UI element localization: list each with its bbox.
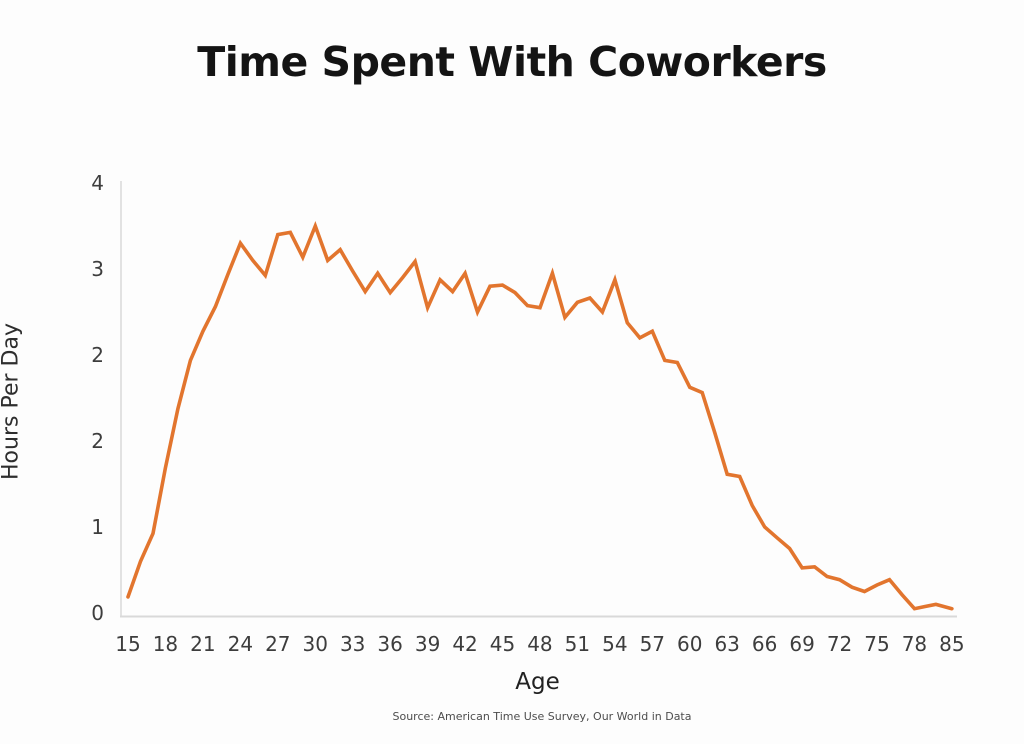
x-axis-title: Age bbox=[515, 669, 560, 695]
x-tick-label: 27 bbox=[265, 632, 291, 656]
x-tick-label: 63 bbox=[714, 632, 740, 656]
x-tick-label: 78 bbox=[901, 632, 928, 656]
x-tick-label: 72 bbox=[826, 632, 853, 656]
y-tick-label: 2 bbox=[91, 429, 104, 453]
x-tick-label: 54 bbox=[602, 632, 628, 656]
x-tick-label: 75 bbox=[864, 632, 890, 656]
y-tick-label: 1 bbox=[91, 515, 104, 539]
x-tick-label: 24 bbox=[227, 632, 254, 656]
chart-title: Time Spent With Coworkers bbox=[197, 38, 827, 86]
y-tick-label: 2 bbox=[91, 343, 104, 367]
x-tick-label: 21 bbox=[190, 632, 216, 656]
x-tick-label: 39 bbox=[414, 632, 441, 656]
x-tick-label: 36 bbox=[377, 632, 403, 656]
x-tick-label: 48 bbox=[527, 632, 553, 656]
data-line bbox=[126, 220, 954, 611]
x-tick-label: 33 bbox=[339, 632, 366, 656]
x-tick-label: 66 bbox=[751, 632, 778, 656]
x-tick-label: 60 bbox=[677, 632, 703, 656]
y-tick-label: 3 bbox=[91, 257, 104, 281]
source-note: Source: American Time Use Survey, Our Wo… bbox=[392, 710, 692, 723]
x-tick-label: 45 bbox=[489, 632, 516, 656]
x-tick-label: 42 bbox=[452, 632, 478, 656]
x-tick-label: 15 bbox=[115, 632, 141, 656]
y-axis-title: Hours Per Day bbox=[0, 323, 24, 480]
x-tick-label: 57 bbox=[639, 632, 666, 656]
x-tick-label: 69 bbox=[789, 632, 815, 656]
y-tick-label: 4 bbox=[91, 171, 104, 195]
x-tick-label: 85 bbox=[939, 632, 965, 656]
x-tick-label: 51 bbox=[564, 632, 591, 656]
y-tick-label: 0 bbox=[91, 601, 104, 625]
x-tick-label: 18 bbox=[152, 632, 179, 656]
x-tick-label: 30 bbox=[302, 632, 328, 656]
